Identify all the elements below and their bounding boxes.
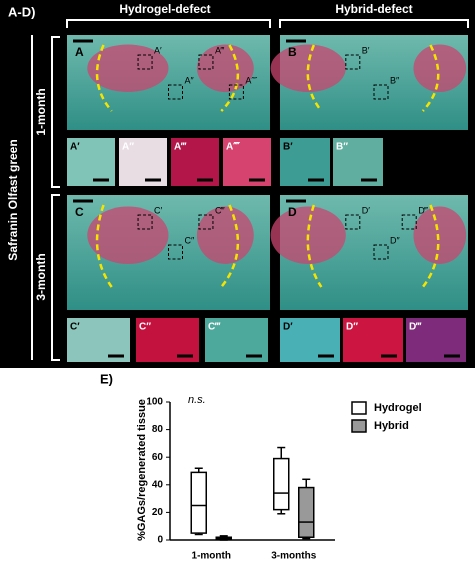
inset-image [171,138,219,186]
inset-marker [198,54,214,70]
inset-image [119,138,167,186]
inset-marker-label: B″ [390,75,400,85]
figure-label: A-D) [8,4,35,19]
inset-image [333,138,383,186]
inset-label: D′ [283,322,293,333]
stain-label: Safranin Olfast green [6,139,20,260]
y-tick-label: 0 [157,535,163,546]
inset-label: A′ [70,142,80,153]
inset-marker [168,244,183,260]
inset-image [67,138,115,186]
defect-edge [306,44,440,112]
y-tick-label: 100 [146,397,163,408]
bracket [279,19,469,28]
inset-marker-label: D′ [362,205,370,215]
inset-marker-label: A″ [185,75,195,85]
inset-marker-label: D‴ [418,205,428,215]
legend-swatch [351,401,367,415]
stained-region [196,44,254,92]
box [273,457,290,511]
y-tick-label: 80 [152,424,164,435]
inset-marker-label: A′ [154,45,162,55]
inset-marker-label: A‴ [215,45,225,55]
row-label: 1-month [34,88,48,135]
images: A A′ A′ A″ A″ A‴ A‴ A⁗ A⁗ B B′ B′ B″ B″ C C′ C′ C″ C″ C‴ C‴ D… [67,35,468,362]
row-label: 3-month [34,253,48,300]
inset-marker-label: D″ [390,235,400,245]
inset-marker-label: C‴ [215,205,225,215]
inset-label: C‴ [208,322,221,333]
y-tick-label: 20 [152,507,164,518]
box [298,486,315,538]
inset-marker [373,244,389,260]
inset-marker [345,54,361,70]
inset-marker-label: A⁗ [245,75,257,85]
inset-label: D‴ [409,322,422,333]
inset-marker [198,214,214,230]
inset-label: A‴ [174,142,187,153]
inset-marker [401,214,417,230]
inset-marker [345,214,361,230]
inset-marker [137,54,153,70]
chart: 0 20 40 60 80 100 1-month 3-months Hydrogel Hybri… [146,397,421,562]
inset-label: B′ [283,142,293,153]
inset-marker [168,84,183,100]
defect-edge [95,44,240,112]
x-tick-label: 3-months [271,551,316,562]
inset-label: C″ [139,322,151,333]
inset-label: A⁗ [226,142,240,153]
bracket [66,19,271,28]
inset-marker-label: C″ [185,235,195,245]
column-header: Hydrogel-defect [119,2,210,16]
stained-region [413,44,467,92]
panel-label: E) [100,371,113,386]
box [190,471,207,534]
panel-label: A [75,45,84,59]
stained-region [413,206,467,264]
inset-marker [373,84,389,100]
y-tick-label: 60 [152,452,164,463]
stained-region [87,44,169,92]
inset-marker [228,84,244,100]
panel-label: C [75,205,84,219]
legend-swatch [351,419,367,433]
legend-label: Hybrid [374,420,409,432]
legend-label: Hydrogel [374,402,422,414]
column-header: Hybrid-defect [335,2,412,16]
defect-edge [95,204,240,288]
inset-marker [137,214,153,230]
panel-label: B [288,45,297,59]
inset-image [280,138,330,186]
defect-edge [306,204,440,288]
inset-marker-label: C′ [154,205,162,215]
y-axis-label: %GAGs/regenerated tissue [136,399,148,541]
stained-region [87,206,169,264]
inset-label: B″ [336,142,348,153]
annotation: n.s. [188,394,206,406]
inset-marker-label: B′ [362,45,370,55]
bracket [51,36,60,361]
inset-image [223,138,271,186]
panel-label: D [288,205,297,219]
inset-label: D″ [346,322,358,333]
y-tick-label: 40 [152,479,164,490]
stained-region [196,206,254,264]
inset-label: C′ [70,322,80,333]
x-tick-label: 1-month [192,551,231,562]
inset-label: A″ [122,142,134,153]
